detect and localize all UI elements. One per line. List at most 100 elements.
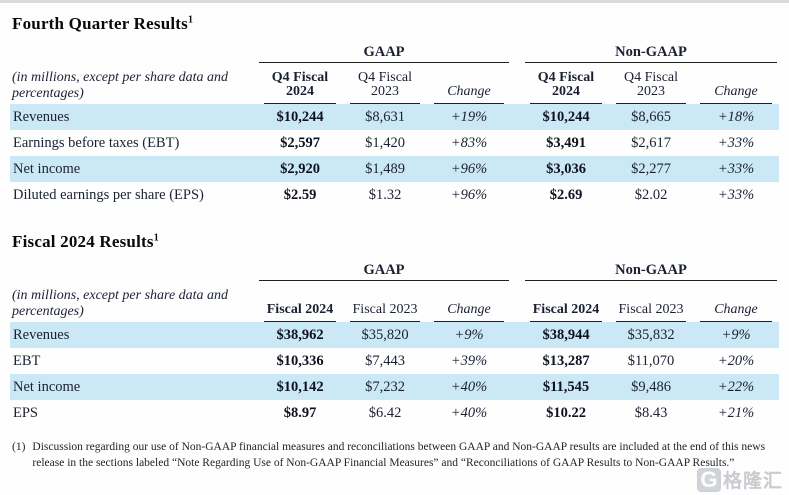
fy-col-header-nongaap-change: Change xyxy=(700,300,772,322)
fy-col-header-nongaap-2023: Fiscal 2023 xyxy=(616,300,686,322)
row-label: EBT xyxy=(13,352,41,369)
q4-results-title-text: Fourth Quarter Results xyxy=(12,14,188,33)
q4-col-header-nongaap-2023: Q4 Fiscal 2023 xyxy=(616,70,686,104)
q4-table-row-eps: Diluted earnings per share (EPS) $2.59 $… xyxy=(10,182,779,208)
fy-table-row-eps: EPS $8.97 $6.42 +40% $10.22 $8.43 +21% xyxy=(10,400,779,426)
footnote-marker: (1) xyxy=(12,441,26,453)
cell-value: $38,944 xyxy=(542,326,590,343)
fy2024-results-table: GAAP Non-GAAP (in millions, except per s… xyxy=(10,262,779,426)
q4-col-header-nongaap-2024: Q4 Fiscal 2024 xyxy=(530,70,602,104)
row-label: Net income xyxy=(13,378,81,395)
cell-value: +39% xyxy=(450,352,488,369)
row-label: Revenues xyxy=(13,326,70,343)
section-spacer xyxy=(10,208,779,226)
cell-value: +9% xyxy=(454,326,484,343)
fy2024-results-title-text: Fiscal 2024 Results xyxy=(12,232,154,251)
fy-table-row-ebt: EBT $10,336 $7,443 +39% $13,287 $11,070 … xyxy=(10,348,779,374)
cell-value: +33% xyxy=(717,186,755,203)
fy-col-header-nongaap-2024: Fiscal 2024 xyxy=(530,300,602,322)
row-label: Net income xyxy=(13,160,81,177)
cell-value: $35,832 xyxy=(627,326,675,343)
cell-value: $35,820 xyxy=(361,326,409,343)
fy-col-header-gaap-2023: Fiscal 2023 xyxy=(350,300,420,322)
cell-value: +20% xyxy=(717,352,755,369)
cell-value: +33% xyxy=(717,134,755,151)
cell-value: $1.32 xyxy=(368,186,402,203)
cell-value: +40% xyxy=(450,378,488,395)
cell-value: +22% xyxy=(717,378,755,395)
cell-value: $10,336 xyxy=(276,352,324,369)
cell-value: $10,244 xyxy=(542,108,590,125)
fy-col-header-gaap-change: Change xyxy=(434,300,504,322)
cell-value: $2,277 xyxy=(631,160,671,177)
q4-units-note: (in millions, except per share data and … xyxy=(12,70,229,101)
cell-value: $11,070 xyxy=(627,352,675,369)
footnote-text: Discussion regarding our use of Non-GAAP… xyxy=(32,441,766,469)
cell-value: $13,287 xyxy=(542,352,590,369)
cell-value: +19% xyxy=(450,108,488,125)
q4-table-row-net-income: Net income $2,920 $1,489 +96% $3,036 $2,… xyxy=(10,156,779,182)
q4-table-row-revenues: Revenues $10,244 $8,631 +19% $10,244 $8,… xyxy=(10,104,779,130)
fy-gaap-group-header: GAAP xyxy=(259,262,509,281)
fy-nongaap-group-header: Non-GAAP xyxy=(525,262,777,281)
cell-value: $1,420 xyxy=(365,134,405,151)
cell-value: $6.42 xyxy=(368,404,402,421)
fy-table-row-net-income: Net income $10,142 $7,232 +40% $11,545 $… xyxy=(10,374,779,400)
cell-value: $8,665 xyxy=(631,108,671,125)
cell-value: $10.22 xyxy=(546,404,586,421)
gelonghui-logo-icon: G xyxy=(696,467,721,492)
cell-value: +18% xyxy=(717,108,755,125)
cell-value: $2,920 xyxy=(280,160,320,177)
cell-value: $10,142 xyxy=(276,378,324,395)
top-border xyxy=(0,0,789,3)
q4-column-header-row: (in millions, except per share data and … xyxy=(10,63,779,104)
cell-value: $8,631 xyxy=(365,108,405,125)
cell-value: +96% xyxy=(450,160,488,177)
cell-value: $2.69 xyxy=(549,186,583,203)
cell-value: $2.59 xyxy=(283,186,317,203)
q4-gaap-group-header: GAAP xyxy=(259,44,509,63)
row-label: Diluted earnings per share (EPS) xyxy=(13,186,204,203)
q4-title-footnote-ref: 1 xyxy=(187,14,194,26)
fy2024-results-title: Fiscal 2024 Results1 xyxy=(12,232,779,252)
cell-value: $38,962 xyxy=(276,326,324,343)
cell-value: $3,036 xyxy=(546,160,586,177)
cell-value: +40% xyxy=(450,404,488,421)
q4-col-header-nongaap-change: Change xyxy=(700,82,772,104)
cell-value: $3,491 xyxy=(546,134,586,151)
cell-value: $8.97 xyxy=(283,404,317,421)
cell-value: $8.43 xyxy=(634,404,668,421)
q4-results-table: GAAP Non-GAAP (in millions, except per s… xyxy=(10,44,779,208)
cell-value: $7,443 xyxy=(365,352,405,369)
cell-value: $9,486 xyxy=(631,378,671,395)
cell-value: +9% xyxy=(721,326,751,343)
cell-value: +83% xyxy=(450,134,488,151)
q4-results-title: Fourth Quarter Results1 xyxy=(12,14,779,34)
cell-value: $1,489 xyxy=(365,160,405,177)
fy-units-note: (in millions, except per share data and … xyxy=(12,288,229,319)
fy-col-header-gaap-2024: Fiscal 2024 xyxy=(264,300,336,322)
row-label: Earnings before taxes (EBT) xyxy=(13,134,180,151)
q4-table-row-ebt: Earnings before taxes (EBT) $2,597 $1,42… xyxy=(10,130,779,156)
q4-col-header-gaap-2023: Q4 Fiscal 2023 xyxy=(350,70,420,104)
gelonghui-watermark: G 格隆汇 xyxy=(696,466,783,493)
q4-col-header-gaap-change: Change xyxy=(434,82,504,104)
fy2024-title-footnote-ref: 1 xyxy=(153,232,159,244)
cell-value: $11,545 xyxy=(542,378,590,395)
q4-col-header-gaap-2024: Q4 Fiscal 2024 xyxy=(264,70,336,104)
cell-value: +21% xyxy=(717,404,755,421)
q4-group-header-row: GAAP Non-GAAP xyxy=(10,44,779,63)
footnote: (1) Discussion regarding our use of Non-… xyxy=(12,440,777,472)
press-release-body: Fourth Quarter Results1 GAAP Non-GAAP (i… xyxy=(0,3,789,472)
row-label: EPS xyxy=(13,404,38,421)
cell-value: $2,597 xyxy=(280,134,320,151)
fy-table-row-revenues: Revenues $38,962 $35,820 +9% $38,944 $35… xyxy=(10,322,779,348)
gelonghui-watermark-text: 格隆汇 xyxy=(722,471,783,492)
cell-value: $7,232 xyxy=(365,378,405,395)
cell-value: $10,244 xyxy=(276,108,324,125)
row-label: Revenues xyxy=(13,108,70,125)
cell-value: +33% xyxy=(717,160,755,177)
fy-column-header-row: (in millions, except per share data and … xyxy=(10,281,779,322)
fy-group-header-row: GAAP Non-GAAP xyxy=(10,262,779,281)
cell-value: $2,617 xyxy=(631,134,671,151)
